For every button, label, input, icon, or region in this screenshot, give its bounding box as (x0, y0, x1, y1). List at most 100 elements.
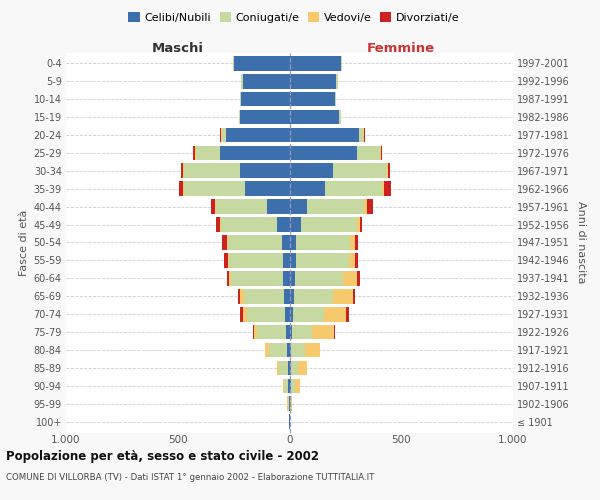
Bar (290, 164, 333, 178)
Bar (353, 289, 355, 304)
Bar (334, 325, 335, 340)
Bar (254, 325, 257, 340)
Bar (337, 74, 338, 88)
Bar (283, 378, 284, 393)
Bar (296, 253, 349, 268)
Bar (227, 271, 229, 285)
Bar (385, 182, 391, 196)
Bar (241, 110, 290, 124)
Y-axis label: Anni di nascita: Anni di nascita (575, 201, 586, 284)
Bar (355, 253, 358, 268)
Bar (356, 271, 360, 285)
Bar (290, 396, 291, 411)
Bar (241, 289, 244, 304)
Bar (232, 271, 283, 285)
Bar (382, 182, 385, 196)
Bar (181, 164, 184, 178)
Bar (223, 128, 226, 142)
Bar (220, 128, 221, 142)
Bar (290, 307, 293, 322)
Bar (292, 325, 312, 340)
Bar (241, 307, 242, 322)
Bar (221, 217, 277, 232)
Bar (333, 164, 387, 178)
Bar (239, 110, 241, 124)
Bar (281, 235, 290, 250)
Bar (359, 128, 363, 142)
Bar (363, 128, 364, 142)
Bar (291, 396, 292, 411)
Bar (226, 128, 290, 142)
Bar (283, 253, 290, 268)
Bar (290, 271, 295, 285)
Bar (296, 235, 350, 250)
Text: COMUNE DI VILLORBA (TV) - Dati ISTAT 1° gennaio 2002 - Elaborazione TUTTITALIA.I: COMUNE DI VILLORBA (TV) - Dati ISTAT 1° … (6, 472, 374, 482)
Bar (360, 217, 362, 232)
Bar (290, 342, 291, 357)
Bar (194, 146, 196, 160)
Bar (285, 307, 290, 322)
Bar (245, 182, 290, 196)
Bar (290, 146, 356, 160)
Bar (288, 396, 289, 411)
Bar (380, 146, 381, 160)
Bar (228, 253, 229, 268)
Bar (196, 146, 220, 160)
Bar (223, 235, 227, 250)
Bar (291, 342, 305, 357)
Bar (305, 342, 320, 357)
Bar (343, 271, 356, 285)
Bar (184, 164, 241, 178)
Bar (367, 200, 373, 214)
Bar (241, 92, 290, 106)
Bar (294, 289, 333, 304)
Bar (307, 200, 364, 214)
Bar (324, 307, 346, 322)
Bar (287, 342, 290, 357)
Bar (290, 182, 325, 196)
Bar (215, 200, 216, 214)
Bar (220, 146, 290, 160)
Bar (295, 271, 343, 285)
Bar (355, 235, 358, 250)
Bar (290, 128, 359, 142)
Bar (179, 182, 184, 196)
Bar (220, 217, 221, 232)
Bar (228, 235, 281, 250)
Bar (193, 146, 194, 160)
Bar (244, 289, 284, 304)
Bar (290, 92, 335, 106)
Bar (290, 110, 338, 124)
Bar (242, 74, 290, 88)
Bar (290, 325, 292, 340)
Bar (247, 307, 285, 322)
Bar (312, 325, 334, 340)
Bar (290, 235, 296, 250)
Bar (349, 253, 355, 268)
Bar (325, 182, 382, 196)
Text: Femmine: Femmine (367, 42, 436, 55)
Bar (216, 200, 267, 214)
Bar (241, 74, 242, 88)
Bar (241, 164, 290, 178)
Bar (280, 360, 289, 376)
Bar (293, 307, 324, 322)
Bar (364, 128, 365, 142)
Bar (295, 378, 299, 393)
Bar (284, 378, 289, 393)
Bar (290, 289, 294, 304)
Bar (290, 217, 301, 232)
Bar (290, 200, 307, 214)
Bar (298, 360, 307, 376)
Bar (290, 56, 341, 70)
Bar (289, 378, 290, 393)
Bar (229, 253, 283, 268)
Bar (253, 325, 254, 340)
Bar (335, 92, 337, 106)
Bar (381, 146, 382, 160)
Bar (257, 325, 286, 340)
Bar (341, 56, 342, 70)
Legend: Celibi/Nubili, Coniugati/e, Vedovi/e, Divorziati/e: Celibi/Nubili, Coniugati/e, Vedovi/e, Di… (124, 8, 464, 28)
Bar (289, 360, 290, 376)
Bar (387, 164, 388, 178)
